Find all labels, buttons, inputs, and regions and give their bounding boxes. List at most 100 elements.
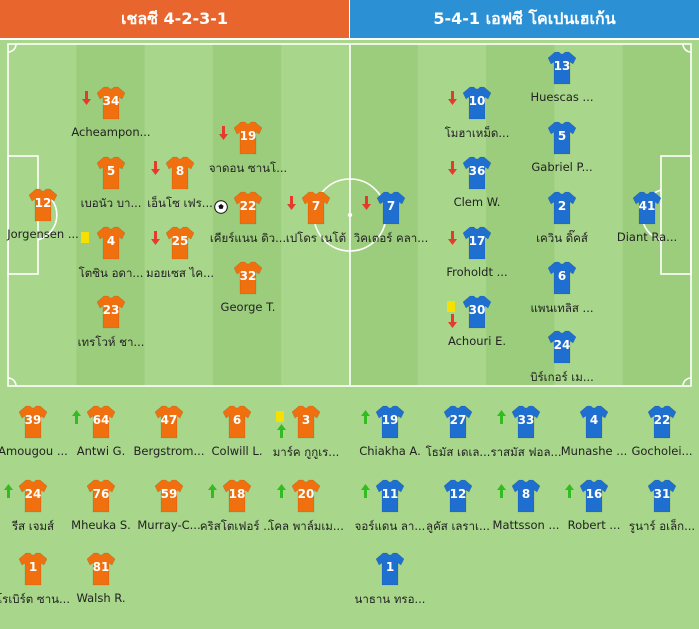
shirt-icon: 47 bbox=[155, 405, 183, 439]
player-name: Antwi G. bbox=[76, 444, 126, 458]
player-card[interactable]: 32 George T. bbox=[208, 261, 288, 327]
player-card[interactable]: 4 Munashe ... bbox=[554, 405, 634, 471]
player-card[interactable]: 6 Colwill L. bbox=[197, 405, 277, 471]
shirt-number: 12 bbox=[34, 196, 52, 210]
player-card[interactable]: 31 รูนาร์ อเล็ก... bbox=[622, 479, 699, 545]
shirt-icon: 30 bbox=[463, 295, 491, 329]
player-card[interactable]: 81 Walsh R. bbox=[61, 552, 141, 618]
shirt-number: 30 bbox=[468, 303, 486, 317]
shirt-number: 5 bbox=[557, 129, 567, 143]
substitution-in-arrow-icon bbox=[361, 483, 370, 498]
player-card[interactable]: 59 Murray-C... bbox=[129, 479, 209, 545]
substitution-in-arrow-icon bbox=[565, 483, 574, 498]
player-card[interactable]: 10 โมฮาเหม็ด... bbox=[437, 86, 517, 152]
player-card[interactable]: 19 จาดอน ซานโ... bbox=[208, 121, 288, 187]
shirt-number: 5 bbox=[106, 164, 116, 178]
player-name: เคียร์แนน ดิว... bbox=[209, 231, 287, 245]
player-card[interactable]: 6 แพนเทลิส ... bbox=[522, 261, 602, 327]
player-card[interactable]: 41 Diant Ra... bbox=[607, 191, 687, 257]
shirt-icon: 59 bbox=[155, 479, 183, 513]
player-card[interactable]: 30 Achouri E. bbox=[437, 295, 517, 361]
player-card[interactable]: 76 Mheuka S. bbox=[61, 479, 141, 545]
player-name: Murray-C... bbox=[137, 518, 201, 532]
player-name: รูนาร์ อเล็ก... bbox=[628, 519, 696, 533]
player-card[interactable]: 7 เปโดร เนโต้ bbox=[276, 191, 356, 257]
player-name: Amougou ... bbox=[0, 444, 68, 458]
shirt-number: 22 bbox=[239, 199, 257, 213]
player-name: Diant Ra... bbox=[616, 230, 678, 244]
player-name: จาดอน ซานโ... bbox=[208, 161, 288, 175]
player-card[interactable]: 8 Mattsson ... bbox=[486, 479, 566, 545]
player-card[interactable]: 24 บิร์เกอร์ เม... bbox=[522, 330, 602, 396]
player-card[interactable]: 24 รีส เจมส์ bbox=[0, 479, 73, 545]
player-name: Robert ... bbox=[567, 518, 621, 532]
player-card[interactable]: 23 เทรโวห์ ชา... bbox=[71, 295, 151, 361]
player-card[interactable]: 18 คริสโตเฟอร์ ... bbox=[197, 479, 277, 545]
shirt-number: 3 bbox=[301, 413, 311, 427]
shirt-number: 27 bbox=[449, 413, 467, 427]
player-card[interactable]: 22 Gocholei... bbox=[622, 405, 699, 471]
player-card[interactable]: 36 Clem W. bbox=[437, 156, 517, 222]
player-card[interactable]: 1 นาธาน ทรอ... bbox=[350, 552, 430, 618]
player-card[interactable]: 3 มาร์ค กูกูเร... bbox=[266, 405, 346, 471]
player-card[interactable]: 5 เบอนัว บา... bbox=[71, 156, 151, 222]
player-card[interactable]: 5 Gabriel P... bbox=[522, 121, 602, 187]
shirt-number: 24 bbox=[24, 487, 42, 501]
substitution-in-arrow-icon bbox=[497, 483, 506, 498]
player-card[interactable]: 4 โตซิน อดา... bbox=[71, 226, 151, 292]
player-name: Colwill L. bbox=[211, 444, 263, 458]
shirt-number: 41 bbox=[638, 199, 656, 213]
player-card[interactable]: 16 Robert ... bbox=[554, 479, 634, 545]
substitution-out-arrow-icon bbox=[151, 230, 160, 245]
shirt-icon: 6 bbox=[223, 405, 251, 439]
shirt-number: 18 bbox=[228, 487, 246, 501]
yellow-card-icon bbox=[447, 301, 455, 312]
player-card[interactable]: 20 โคล พาล์มเม... bbox=[266, 479, 346, 545]
player-name: เบอนัว บา... bbox=[80, 196, 142, 210]
shirt-number: 17 bbox=[468, 234, 486, 248]
player-name: ลูคัส เลราเ... bbox=[426, 519, 490, 533]
shirt-number: 10 bbox=[468, 94, 486, 108]
yellow-card-icon bbox=[81, 232, 89, 243]
shirt-number: 59 bbox=[160, 487, 178, 501]
shirt-number: 47 bbox=[160, 413, 178, 427]
player-card[interactable]: 17 Froholdt ... bbox=[437, 226, 517, 292]
player-card[interactable]: 7 วิคเตอร์ คลา... bbox=[351, 191, 431, 257]
player-card[interactable]: 2 เควิน ดิ๊คส์ bbox=[522, 191, 602, 257]
player-card[interactable]: 1 โรเบิร์ต ซาน... bbox=[0, 552, 73, 618]
substitution-in-arrow-icon bbox=[208, 483, 217, 498]
shirt-number: 20 bbox=[297, 487, 315, 501]
shirt-icon: 32 bbox=[234, 261, 262, 295]
player-card[interactable]: 8 เอ็นโซ เฟร... bbox=[140, 156, 220, 222]
away-team-header: 5-4-1 เอฟซี โคเปนเฮเก้น bbox=[350, 0, 699, 38]
player-card[interactable]: 47 Bergstrom... bbox=[129, 405, 209, 471]
player-name: Gocholei... bbox=[631, 444, 693, 458]
player-name: แพนเทลิส ... bbox=[530, 301, 594, 315]
player-name: George T. bbox=[220, 300, 276, 314]
shirt-number: 4 bbox=[106, 234, 116, 248]
player-card[interactable]: 33 ราสมัส ฟอล... bbox=[486, 405, 566, 471]
player-name: Huescas ... bbox=[530, 90, 594, 104]
player-card[interactable]: 64 Antwi G. bbox=[61, 405, 141, 471]
player-card[interactable]: 19 Chiakha A. bbox=[350, 405, 430, 471]
shirt-number: 12 bbox=[449, 487, 467, 501]
shirt-icon: 17 bbox=[463, 226, 491, 260]
player-card[interactable]: 13 Huescas ... bbox=[522, 51, 602, 117]
player-name: เทรโวห์ ชา... bbox=[77, 335, 145, 349]
shirt-icon: 33 bbox=[512, 405, 540, 439]
player-card[interactable]: 11 จอร์แดน ลา... bbox=[350, 479, 430, 545]
player-card[interactable]: 22 เคียร์แนน ดิว... bbox=[208, 191, 288, 257]
player-name: ราสมัส ฟอล... bbox=[490, 445, 562, 459]
goal-ball-icon bbox=[214, 199, 228, 214]
shirt-number: 1 bbox=[385, 560, 395, 574]
shirt-icon: 12 bbox=[444, 479, 472, 513]
player-card[interactable]: 12 Jorgensen ... bbox=[3, 188, 83, 254]
player-card[interactable]: 12 ลูคัส เลราเ... bbox=[418, 479, 498, 545]
player-card[interactable]: 39 Amougou ... bbox=[0, 405, 73, 471]
player-name: รีส เจมส์ bbox=[11, 519, 55, 533]
shirt-icon: 5 bbox=[548, 121, 576, 155]
player-card[interactable]: 27 โธมัส เดเล... bbox=[418, 405, 498, 471]
player-name: วิคเตอร์ คลา... bbox=[353, 231, 429, 245]
player-card[interactable]: 34 Acheampon... bbox=[71, 86, 151, 152]
player-card[interactable]: 25 มอยเซส ไค... bbox=[140, 226, 220, 292]
